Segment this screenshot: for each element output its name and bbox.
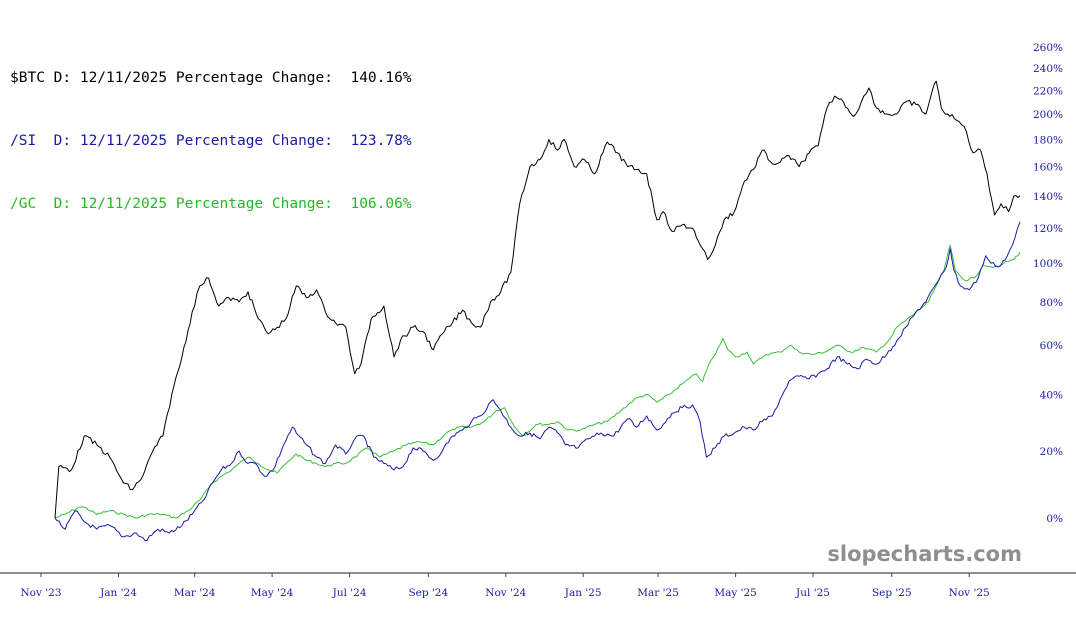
legend-btc: $BTC D: 12/11/2025 Percentage Change: 14… xyxy=(10,70,412,86)
series-line-si xyxy=(54,221,1021,542)
x-tick-label: Jul '24 xyxy=(332,587,367,599)
legend: $BTC D: 12/11/2025 Percentage Change: 14… xyxy=(10,26,412,236)
series-line-gc xyxy=(54,244,1021,519)
x-tick-label: May '24 xyxy=(251,587,294,599)
y-tick-label: 100% xyxy=(1033,258,1063,270)
x-tick-label: Jul '25 xyxy=(795,587,830,599)
y-tick-label: 180% xyxy=(1033,134,1063,146)
x-tick-label: Nov '25 xyxy=(949,587,990,599)
y-tick-label: 120% xyxy=(1033,223,1063,235)
x-tick-label: Mar '24 xyxy=(174,587,216,599)
y-tick-label: 60% xyxy=(1040,340,1063,352)
legend-si: /SI D: 12/11/2025 Percentage Change: 123… xyxy=(10,133,412,149)
x-tick-label: Nov '24 xyxy=(485,587,526,599)
y-tick-label: 240% xyxy=(1033,63,1063,75)
y-tick-label: 160% xyxy=(1033,162,1063,174)
y-tick-label: 260% xyxy=(1033,42,1063,54)
y-tick-label: 80% xyxy=(1040,297,1063,309)
legend-gc: /GC D: 12/11/2025 Percentage Change: 106… xyxy=(10,196,412,212)
y-tick-label: 200% xyxy=(1033,109,1063,121)
x-tick-label: Sep '25 xyxy=(872,587,912,599)
x-tick-label: May '25 xyxy=(714,587,757,599)
y-tick-label: 20% xyxy=(1040,446,1063,458)
x-tick-label: Nov '23 xyxy=(20,587,61,599)
y-tick-label: 0% xyxy=(1046,513,1063,525)
x-tick-label: Jan '25 xyxy=(564,587,602,599)
x-tick-label: Mar '25 xyxy=(637,587,679,599)
y-tick-label: 140% xyxy=(1033,191,1063,203)
x-tick-label: Sep '24 xyxy=(408,587,448,599)
y-tick-label: 220% xyxy=(1033,85,1063,97)
y-tick-label: 40% xyxy=(1040,389,1063,401)
series-line-btc xyxy=(54,80,1021,519)
x-tick-label: Jan '24 xyxy=(99,587,137,599)
brand-watermark: slopecharts.com xyxy=(827,542,1022,566)
